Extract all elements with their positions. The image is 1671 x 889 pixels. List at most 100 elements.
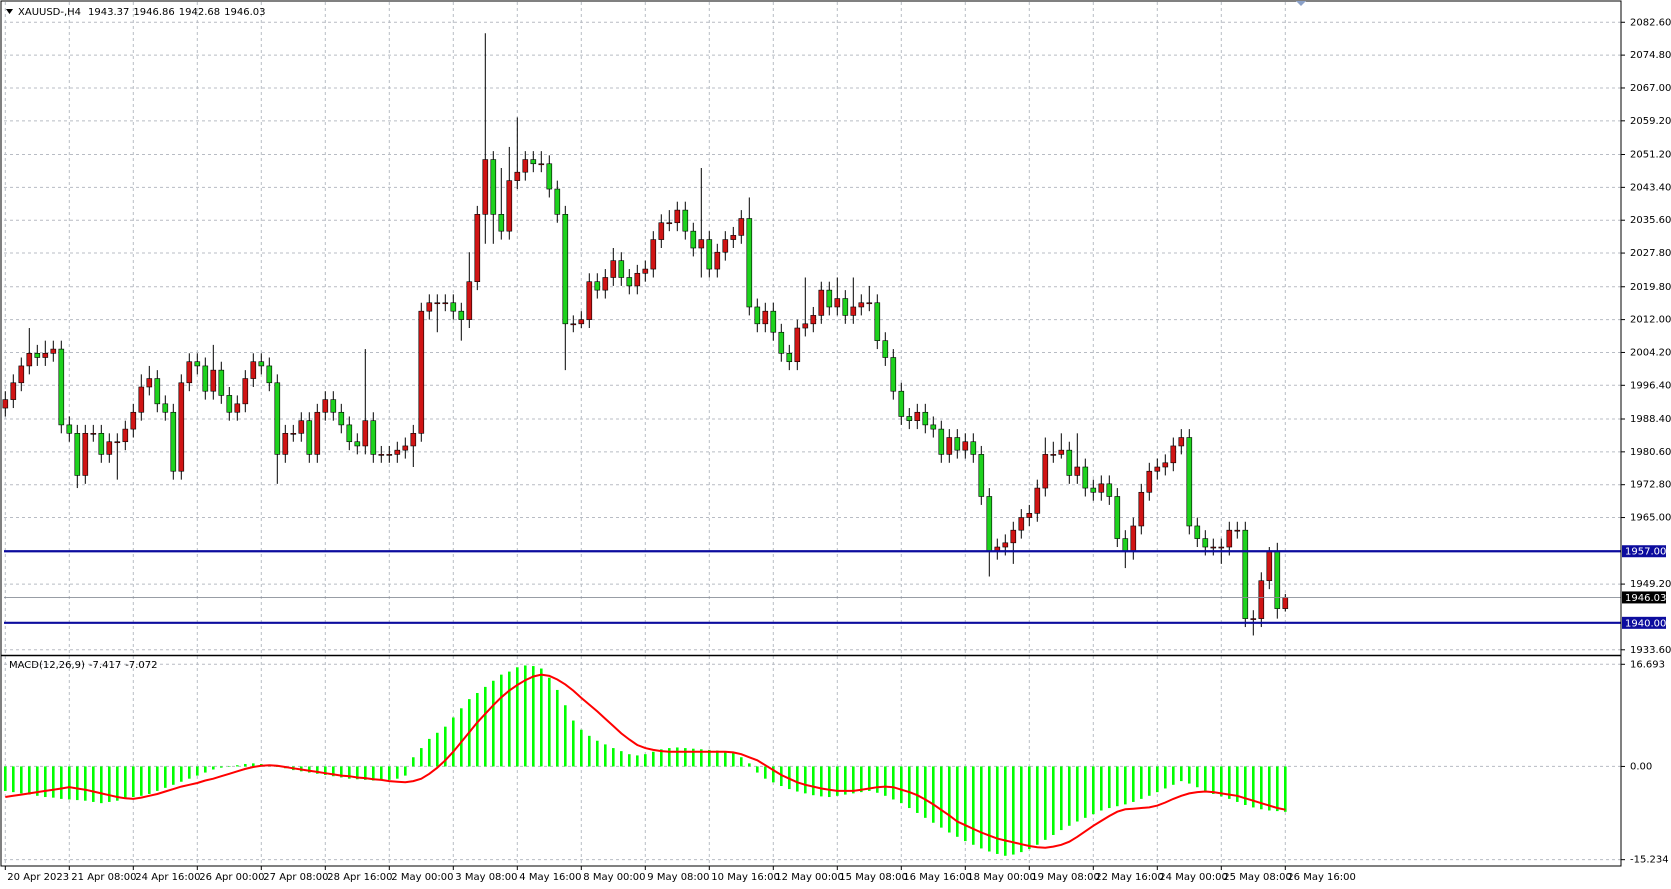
macd-histogram-bar [148, 766, 151, 794]
level-label: 1940.00 [1625, 618, 1666, 629]
candle-body [74, 433, 81, 476]
header-low: 1942.68 [179, 7, 220, 18]
macd-histogram-bar [804, 766, 807, 794]
x-tick-label: 4 May 16:00 [519, 872, 581, 883]
candle-body [162, 403, 169, 413]
macd-histogram-bar [1180, 766, 1183, 782]
level-label: 1957.00 [1625, 547, 1666, 558]
candle-body [338, 411, 345, 426]
candle-body [666, 222, 673, 225]
level-label-box [1622, 616, 1666, 629]
macd-signal-last: -7.072 [125, 660, 157, 671]
x-tick-label: 24 Apr 16:00 [135, 872, 200, 883]
candle-body [914, 411, 921, 421]
macd-histogram-bar [700, 749, 703, 767]
y-tick-label: 2004.20 [1630, 347, 1671, 358]
y-tick-label: 1965.00 [1630, 513, 1671, 524]
candle-body [1170, 445, 1177, 464]
y-tick-label: 1980.60 [1630, 447, 1671, 458]
candle-body [114, 441, 121, 444]
y-tick-label: 2012.00 [1630, 315, 1671, 326]
macd-histogram-bar [1140, 766, 1143, 799]
candle-body [794, 327, 801, 363]
candle-body [410, 433, 417, 447]
macd-histogram-bar [812, 766, 815, 796]
candle-body [810, 315, 817, 325]
macd-histogram-bar [684, 748, 687, 767]
candle-body [266, 365, 273, 384]
macd-hist-last: -7.417 [89, 660, 121, 671]
candle-body [106, 441, 113, 455]
macd-histogram-bar [580, 729, 583, 767]
candle-body [322, 399, 329, 413]
menu-arrow[interactable] [6, 9, 13, 14]
x-tick-label: 12 May 00:00 [775, 872, 844, 883]
candle-body [1258, 580, 1265, 619]
macd-histogram-bar [508, 671, 511, 767]
macd-histogram-bar [452, 717, 455, 767]
macd-histogram-bar [428, 738, 431, 767]
candle-body [650, 239, 657, 270]
candle-body [42, 352, 49, 358]
macd-histogram-bar [252, 763, 255, 767]
candle-body [186, 361, 193, 384]
macd-histogram-bar [1172, 766, 1175, 785]
y-tick-label: 2019.80 [1630, 282, 1671, 293]
macd-histogram-bar [716, 750, 719, 767]
macd-histogram-bar [588, 735, 591, 767]
macd-histogram-bar [1036, 766, 1039, 845]
candle-body [314, 411, 321, 455]
macd-histogram-bar [1052, 766, 1055, 835]
candle-body [2, 399, 9, 409]
x-tick-label: 27 Apr 08:00 [263, 872, 328, 883]
macd-histogram-bar [396, 766, 399, 779]
y-tick-label: 2043.40 [1630, 182, 1671, 193]
macd-histogram-bar [988, 766, 991, 852]
macd-histogram-bar [956, 766, 959, 837]
y-tick-label: 16.693 [1630, 659, 1665, 670]
candle-body [938, 428, 945, 455]
candle-body [578, 319, 585, 325]
candle-body [1026, 513, 1033, 518]
current-price-label: 1946.03 [1625, 593, 1666, 604]
macd-histogram-bar [1124, 766, 1127, 805]
candle-body [610, 260, 617, 278]
macd-histogram-bar [1108, 766, 1111, 809]
macd-histogram-bar [324, 766, 327, 776]
macd-histogram-bar [460, 708, 463, 767]
candle-body [714, 251, 721, 270]
macd-histogram-bar [1212, 766, 1215, 794]
candle-body [474, 214, 481, 282]
macd-histogram-bar [1252, 766, 1255, 808]
candle-body [538, 163, 545, 166]
macd-histogram-bar [244, 763, 247, 767]
symbol-header: XAUUSD-,H4 1943.37 1946.86 1942.68 1946.03 [18, 7, 265, 18]
macd-histogram-bar [1260, 766, 1263, 810]
x-tick-label: 9 May 08:00 [647, 872, 709, 883]
macd-histogram-bar [532, 666, 535, 767]
candle-body [170, 411, 177, 472]
candle-body [122, 428, 129, 443]
macd-histogram-bar [916, 766, 919, 813]
candle-body [98, 433, 105, 455]
header-high: 1946.86 [133, 7, 174, 18]
candle-body [1194, 525, 1201, 539]
macd-histogram-bar [372, 766, 375, 781]
candle-body [1050, 454, 1057, 456]
macd-histogram-bar [1116, 766, 1119, 807]
macd-histogram-bar [620, 751, 623, 767]
macd-histogram-bar [340, 766, 343, 778]
candle-body [218, 369, 225, 396]
macd-histogram-bar [900, 766, 903, 804]
candle-body [250, 361, 257, 379]
y-tick-label: 1949.20 [1630, 579, 1671, 590]
macd-histogram-bar [604, 744, 607, 767]
candle-body [418, 310, 425, 434]
candle-body [282, 433, 289, 455]
candle-body [330, 399, 337, 413]
candle-body [514, 171, 521, 181]
macd-histogram-bar [420, 748, 423, 767]
candle-body [962, 441, 969, 451]
